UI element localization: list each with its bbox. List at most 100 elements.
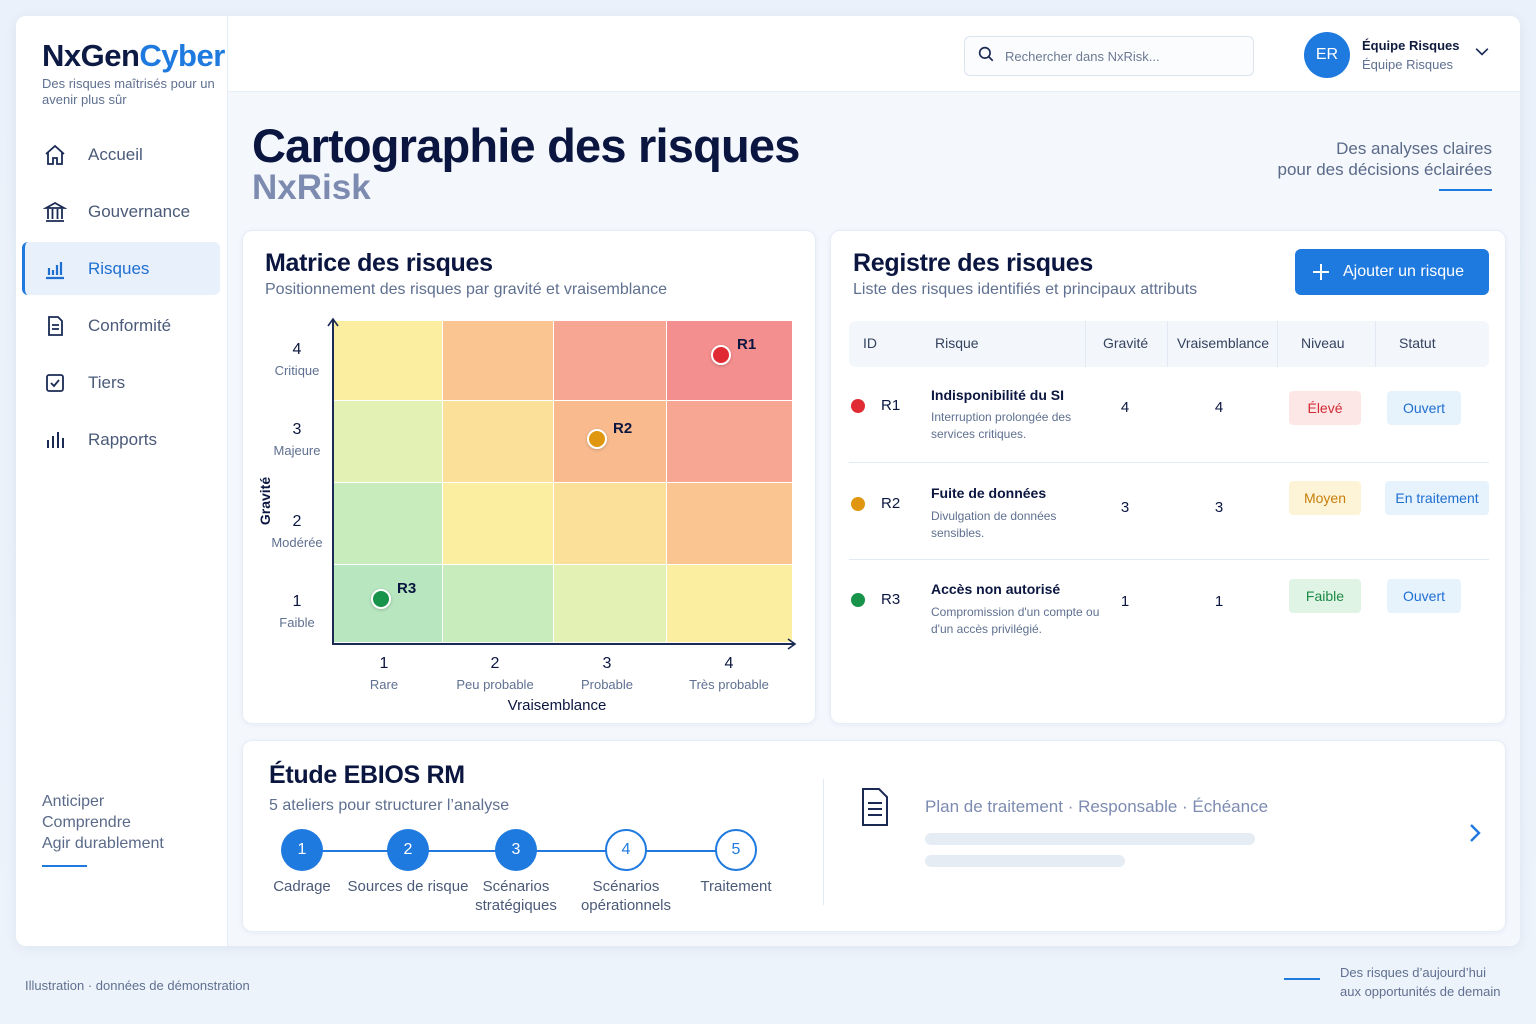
step-2[interactable]: 2 [387, 829, 429, 871]
risk-register-card: Registre des risques Liste des risques i… [830, 230, 1506, 724]
step-label: Cadrage [273, 878, 331, 895]
heatmap-cell [554, 483, 666, 564]
matrix-subtitle: Positionnement des risques par gravité e… [265, 281, 667, 298]
x-tick-number: 1 [379, 655, 389, 672]
column-header: Niveau [1301, 335, 1345, 351]
step-5[interactable]: 5 [715, 829, 757, 871]
y-tick-number: 3 [292, 421, 302, 438]
bars-icon [42, 427, 68, 453]
x-tick-label: Très probable [689, 677, 769, 692]
x-axis-arrow [787, 638, 797, 650]
user-role: Équipe Risques [1362, 57, 1454, 72]
register-title: Registre des risques [853, 249, 1093, 277]
risk-point-r2[interactable] [587, 429, 607, 449]
app-window: NxGenCyber Des risques maîtrisés pour un… [16, 16, 1520, 946]
risk-id: R2 [881, 495, 901, 512]
search-input[interactable] [1005, 48, 1245, 64]
search-box[interactable] [964, 36, 1254, 76]
chevron-down-icon[interactable] [1472, 42, 1492, 62]
x-tick-label: Peu probable [456, 677, 534, 692]
avatar[interactable]: ER [1304, 32, 1350, 78]
status-badge: Ouvert [1387, 391, 1461, 425]
row-divider [849, 462, 1489, 463]
level-badge: Élevé [1289, 391, 1361, 425]
ebios-title: Étude EBIOS RM [269, 761, 465, 789]
y-tick-number: 4 [292, 341, 302, 358]
risk-color-dot [851, 497, 865, 511]
status-badge: En traitement [1385, 481, 1489, 515]
step-label: Traitement [700, 878, 772, 895]
x-tick: 1 Rare [324, 655, 444, 692]
x-tick: 2 Peu probable [435, 655, 555, 692]
table-row[interactable]: R1 Indisponibilité du SI Interruption pr… [849, 371, 1489, 467]
column-divider [1277, 321, 1278, 367]
y-tick-label: Faible [279, 615, 315, 630]
sidebar-item-label: Gouvernance [88, 201, 191, 221]
sidebar-item-accueil[interactable]: Accueil [22, 128, 220, 181]
y-tick-number: 2 [292, 513, 302, 530]
sidebar-item-risques[interactable]: Risques [22, 242, 220, 295]
placeholder-bar [925, 833, 1255, 845]
add-risk-button[interactable]: Ajouter un risque [1295, 249, 1489, 295]
institution-icon [42, 199, 68, 225]
chevron-right-icon[interactable] [1463, 821, 1487, 845]
column-divider [1167, 321, 1168, 367]
bar-chart-icon [42, 256, 68, 282]
y-axis-arrow [327, 317, 339, 327]
logo[interactable]: NxGenCyber [42, 38, 225, 74]
heatmap-cell [667, 401, 792, 482]
y-tick-number: 1 [292, 593, 302, 610]
risk-point-label: R2 [613, 420, 633, 437]
risk-description: Compromission d'un compte ou d'un accès … [931, 605, 1100, 636]
step-3[interactable]: 3 [495, 829, 537, 871]
sidebar-item-tiers[interactable]: Tiers [22, 356, 220, 409]
step-label: Scénarios opérationnels [580, 878, 672, 914]
risk-vraisemblance: 1 [1214, 593, 1224, 610]
page-claim: Des analyses claires pour des décisions … [1277, 138, 1492, 180]
step-1[interactable]: 1 [281, 829, 323, 871]
status-badge: Ouvert [1387, 579, 1461, 613]
page-subtitle: NxRisk [252, 168, 371, 207]
sidebar-item-rapports[interactable]: Rapports [22, 413, 220, 466]
level-badge: Faible [1289, 579, 1361, 613]
sidebar-item-label: Tiers [88, 372, 126, 392]
x-tick-number: 2 [490, 655, 500, 672]
heatmap-cell [443, 565, 553, 642]
ebios-subtitle: 5 ateliers pour structurer l’analyse [269, 797, 510, 814]
sidebar-item-label: Conformité [88, 315, 172, 335]
sidebar-item-conformite[interactable]: Conformité [22, 299, 220, 352]
table-row[interactable]: R3 Accès non autorisé Compromission d'un… [849, 567, 1489, 663]
document-icon [42, 313, 68, 339]
column-divider [1375, 321, 1376, 367]
x-tick: 3 Probable [547, 655, 667, 692]
tagline: Des risques maîtrisés pour un avenir plu… [42, 76, 215, 107]
sidebar-item-gouvernance[interactable]: Gouvernance [22, 185, 220, 238]
footer-divider [1284, 978, 1320, 980]
table-row[interactable]: R2 Fuite de données Divulgation de donné… [849, 471, 1489, 567]
motto-line: Comprendre [42, 814, 131, 831]
plus-icon [1313, 264, 1329, 280]
risk-vraisemblance: 3 [1214, 499, 1224, 516]
step-4[interactable]: 4 [605, 829, 647, 871]
y-tick: 2 Modérée [257, 513, 337, 550]
column-header: Risque [935, 335, 979, 351]
plan-text: Plan de traitement · Responsable · Échéa… [925, 797, 1269, 816]
logo-part1: NxGen [42, 38, 140, 73]
x-tick: 4 Très probable [669, 655, 789, 692]
heatmap-cell [554, 321, 666, 400]
matrix-title: Matrice des risques [265, 249, 493, 277]
y-tick-label: Modérée [271, 535, 323, 550]
heatmap-grid [333, 321, 793, 643]
y-tick: 1 Faible [257, 593, 337, 630]
risk-point-r3[interactable] [371, 589, 391, 609]
ebios-card: Étude EBIOS RM 5 ateliers pour structure… [242, 740, 1506, 932]
risk-gravite: 3 [1120, 499, 1130, 516]
risk-description: Interruption prolongée des services crit… [931, 410, 1072, 441]
x-tick-label: Rare [369, 677, 399, 692]
motto-line: Agir durablement [42, 835, 164, 852]
heatmap-cell [554, 565, 666, 642]
table-header: ID Risque Gravité Vraisemblance Niveau S… [849, 321, 1489, 367]
risk-point-r1[interactable] [711, 345, 731, 365]
sidebar-item-label: Accueil [88, 144, 143, 164]
risk-title: Indisponibilité du SI [931, 387, 1064, 403]
